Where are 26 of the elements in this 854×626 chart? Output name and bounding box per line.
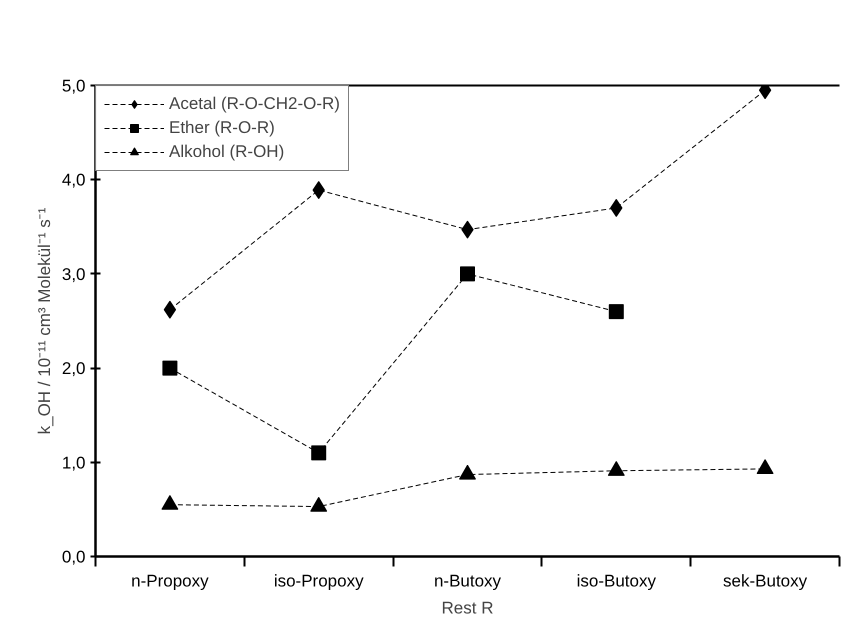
point	[310, 496, 328, 512]
x-tick-label: sek-Butoxy	[723, 572, 808, 590]
x-tick-label: n-Butoxy	[434, 572, 502, 590]
y-tick-label: 3,0	[62, 264, 86, 284]
x-tick-label: iso-Propoxy	[274, 572, 364, 590]
y-axis-title: k_OH / 10⁻¹¹ cm³ Molekül⁻¹ s⁻¹	[34, 207, 54, 434]
point	[608, 304, 624, 320]
legend-label: Acetal (R-O-CH2-O-R)	[169, 94, 340, 114]
y-tick-label: 5,0	[62, 76, 86, 96]
point	[460, 266, 475, 282]
y-tick-label: 4,0	[62, 170, 86, 190]
legend-label: Ether (R-O-R)	[169, 118, 275, 138]
x-tick-label: iso-Butoxy	[576, 572, 656, 590]
y-tick-label: 2,0	[62, 359, 86, 378]
x-axis-title: Rest R	[442, 598, 494, 618]
y-tick-label: 0,0	[62, 548, 86, 566]
point	[756, 459, 774, 474]
legend-label: Alkohol (R-OH)	[169, 142, 284, 162]
point	[162, 360, 178, 376]
point	[459, 464, 476, 480]
x-tick-label: n-Propoxy	[131, 572, 210, 590]
point	[164, 300, 176, 319]
y-tick-label: 1,0	[62, 453, 86, 472]
point	[608, 461, 625, 476]
point	[161, 494, 178, 510]
point	[461, 220, 474, 239]
